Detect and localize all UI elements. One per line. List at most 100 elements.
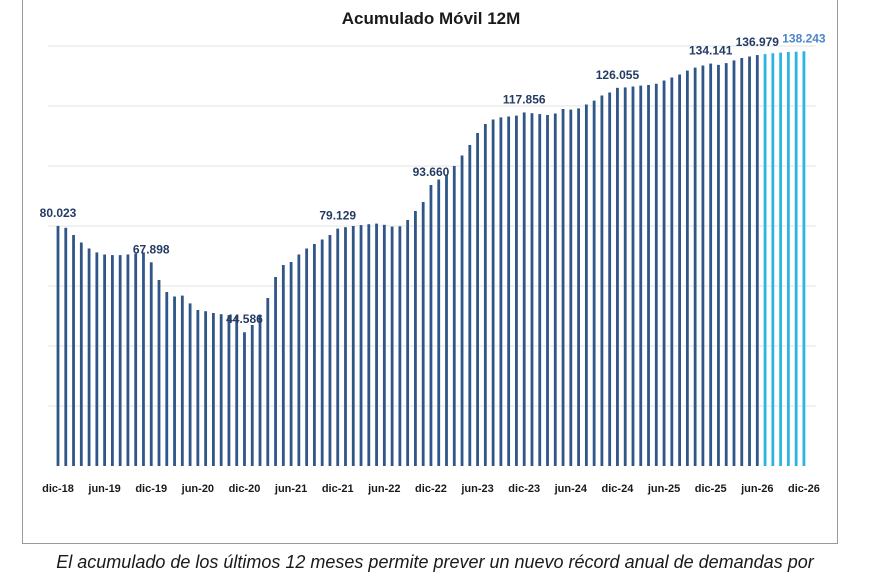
bar [452,166,456,466]
data-label: 44.586 [226,312,263,326]
bar [382,224,386,466]
bar [313,244,316,466]
bar [701,65,705,466]
bar [414,211,417,466]
bar [468,145,472,466]
bar [522,112,526,466]
x-tick-label: dic-19 [135,483,167,495]
chart-title: Acumulado Móvil 12M [342,9,521,28]
x-tick-label: jun-26 [740,483,773,495]
bar [639,85,643,466]
bar [491,119,495,466]
bar [647,85,650,466]
bar [709,63,713,467]
bar [157,280,161,466]
x-tick-label: jun-21 [274,483,307,495]
bar [429,185,433,466]
bar [608,92,612,466]
bar [118,255,122,466]
x-tick-label: dic-23 [508,483,540,495]
data-label: 80.023 [40,206,77,220]
bar [538,114,542,466]
x-tick-label: jun-22 [367,483,400,495]
bar [577,108,580,467]
bar [344,227,347,466]
x-tick-label: dic-21 [322,483,354,495]
bar [421,202,425,466]
bar [142,252,145,466]
bar [227,315,231,466]
data-label: 134.141 [689,44,733,58]
x-tick-label: jun-23 [460,483,493,495]
forecast-bar [779,52,783,466]
bar [274,277,277,466]
bar [79,242,83,466]
bar [623,87,627,467]
bar [64,227,68,466]
bar [693,67,697,466]
bar [569,109,573,466]
bar [685,70,689,466]
bar [204,311,208,466]
bar [336,228,340,466]
bar [662,80,666,466]
bar [351,226,355,466]
bar [173,296,176,466]
data-label: 136.979 [736,35,780,49]
caption-text: El acumulado de los últimos 12 meses per… [56,552,814,572]
data-labels: 80.023 67.898 44.586 79.129 93.660 117.856 126… [40,31,826,326]
x-tick-label: jun-24 [554,483,588,495]
bar-series [56,51,806,467]
x-tick-label: jun-25 [647,483,680,495]
x-tick-label: dic-26 [788,483,820,495]
forecast-bar [802,51,806,467]
bar [553,113,557,466]
bar [375,223,378,466]
bar [515,115,518,466]
data-label: 117.856 [503,92,546,106]
forecast-bar [763,54,767,466]
x-tick-label: dic-22 [415,483,447,495]
bar [616,87,619,467]
bar [110,255,114,466]
bar [72,235,75,466]
bar [289,262,293,466]
bar [258,316,262,466]
data-label: 93.660 [413,165,450,179]
bar [460,155,464,466]
bar [740,58,744,466]
bar [592,100,596,466]
data-label: 126.055 [596,68,640,82]
x-tick-label: dic-18 [42,483,74,495]
bar [678,74,681,466]
bar [584,104,588,466]
x-tick-label: dic-20 [229,483,261,495]
bar [126,254,130,466]
bar [546,115,549,466]
bar [165,292,169,466]
bar [320,239,324,466]
x-tick-label: dic-24 [602,483,635,495]
forecast-bar [786,52,790,466]
bar [87,248,91,466]
bar [530,113,534,466]
bar [281,265,285,466]
bar [600,95,604,466]
bar [748,56,751,466]
bar [188,303,192,466]
bar [328,235,332,466]
bar [297,254,301,466]
x-axis-tick-labels: dic-18 jun-19 dic-19 jun-20 dic-20 jun-21 dic-… [42,483,820,495]
bar [483,124,487,466]
bar [445,175,448,466]
chart-svg: Acumulado Móvil 12M 80.023 67.898 44.586 79… [40,9,826,495]
x-tick-label: jun-19 [87,483,120,495]
bar [390,226,394,466]
bar [732,60,736,467]
bar [243,332,246,466]
bar [631,86,635,466]
data-label: 138.243 [782,31,826,45]
bar [305,248,309,466]
bar [367,224,371,466]
bar [235,315,239,466]
